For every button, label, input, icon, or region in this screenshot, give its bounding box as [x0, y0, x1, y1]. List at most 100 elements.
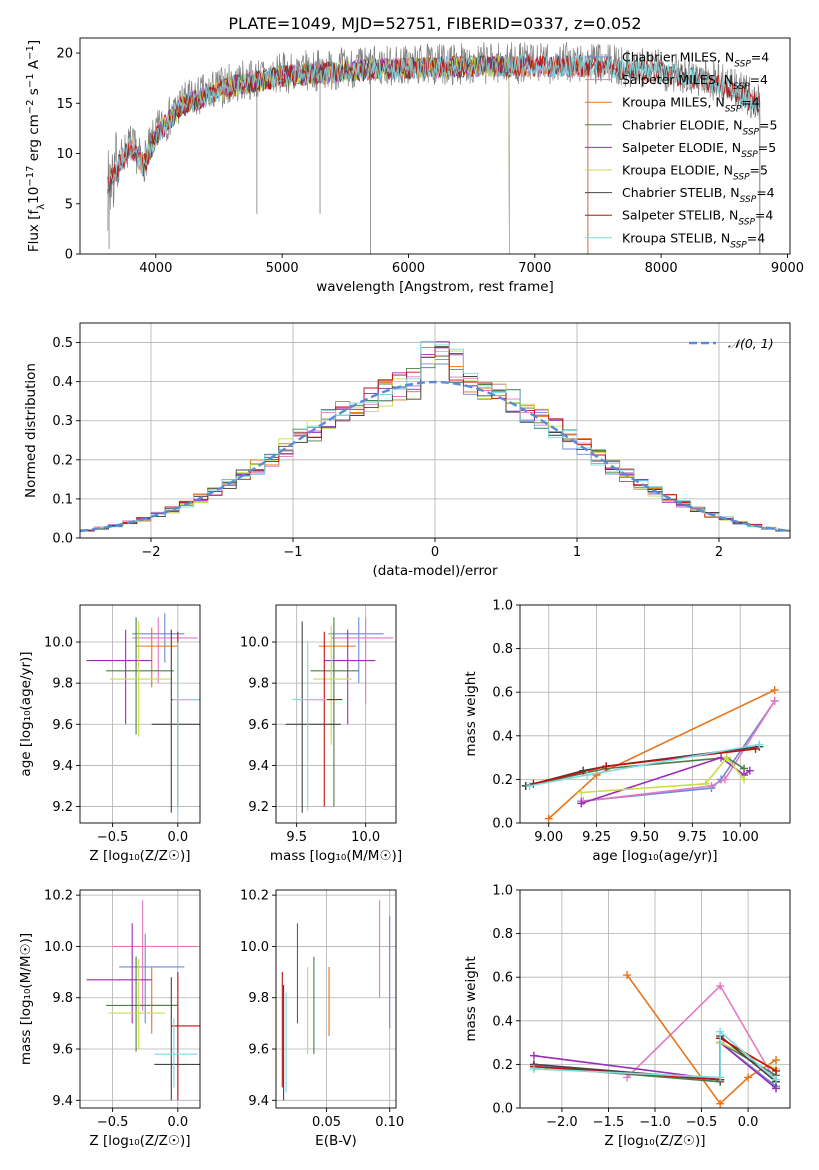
y-axis-label: mass [log₁₀(M/M☉)]	[18, 933, 34, 1065]
axes-frame	[79, 604, 201, 824]
y-tick-label: 9.2	[248, 800, 269, 815]
normal-pdf-curve	[79, 380, 791, 533]
y-axis-label-part: Flux [f	[26, 209, 42, 253]
legend-label-part: =4	[750, 72, 768, 87]
y-axis-label: mass weight	[463, 956, 479, 1041]
mass-weight-marker	[529, 1051, 538, 1060]
y-axis-label: Normed distribution	[23, 363, 39, 498]
x-tick-label: −1	[283, 545, 302, 560]
axes-frame	[519, 604, 791, 824]
axes-frame	[275, 604, 397, 824]
x-tick-label: −0.5	[686, 1115, 718, 1130]
y-tick-label: 0.3	[52, 414, 73, 429]
axes-frame	[519, 889, 791, 1109]
mass-weight-marker	[751, 744, 760, 753]
mass-weight-marker	[716, 1099, 725, 1108]
y-tick-label: 0.0	[52, 532, 73, 547]
mass-weight-line	[581, 756, 745, 794]
y-axis-label-part: −2	[25, 99, 36, 114]
mass-weight-line	[533, 1029, 777, 1081]
mass-weight-line	[581, 756, 751, 805]
plot-area	[86, 900, 200, 1101]
panel-massweight_vs_Z: −2.0 −1.5 −1.0 −0.5 0.0 0.0 0.2 0.4 0.6 0.8 1.0 Z […	[463, 884, 791, 1149]
legend-label-part: Chabrier STELIB, N	[622, 185, 740, 200]
legend-label-part: Chabrier ELODIE, N	[622, 117, 742, 132]
x-axis-label: Z [log₁₀(Z/Z☉)]	[89, 1133, 190, 1149]
x-axis-label: Z [log₁₀(Z/Z☉)]	[604, 1133, 705, 1149]
y-axis-label-part: −1	[25, 73, 36, 88]
x-tick-label: 0.05	[312, 1115, 341, 1130]
plot-area	[529, 971, 781, 1108]
plot-area	[79, 340, 791, 533]
mass-weight-marker	[722, 753, 731, 762]
plot-area	[86, 613, 200, 815]
x-axis-label: E(B-V)	[315, 1133, 357, 1149]
legend-label: Salpeter STELIB, NSSP=4	[622, 208, 773, 228]
legend-label-part: =5	[750, 163, 768, 178]
x-tick-label: 8000	[645, 261, 678, 276]
y-tick-label: 0.0	[492, 817, 513, 832]
y-tick-label: 20	[56, 47, 73, 62]
mass-weight-marker	[716, 981, 725, 990]
panel-mass_vs_EBV: 0.05 0.10 9.4 9.6 9.8 10.0 10.2 E(B-V)	[240, 889, 404, 1149]
axes-frame	[79, 37, 791, 255]
legend-label: Chabrier MILES, NSSP=4	[622, 50, 769, 70]
axes-frame	[79, 889, 201, 1109]
y-axis-label-part: 10	[26, 187, 42, 204]
residual-histogram	[80, 346, 790, 532]
y-tick-label: 0.8	[492, 927, 513, 942]
mass-weight-marker	[772, 1066, 781, 1075]
y-axis-label: mass weight	[463, 671, 479, 756]
mass-weight-marker	[623, 971, 632, 980]
y-tick-label: 9.6	[52, 718, 73, 733]
x-tick-label: 9.75	[678, 830, 707, 845]
mass-weight-marker	[745, 766, 754, 775]
x-tick-label: −0.5	[97, 1115, 129, 1130]
x-axis-label: Z [log₁₀(Z/Z☉)]	[89, 848, 190, 864]
x-tick-label: 9.5	[286, 830, 307, 845]
legend-label: 𝒩(0, 1)	[728, 336, 774, 351]
y-tick-label: 9.4	[248, 759, 269, 774]
x-tick-label: 9.25	[582, 830, 611, 845]
y-tick-label: 9.6	[52, 1043, 73, 1058]
x-tick-label: −2	[141, 545, 160, 560]
mass-weight-marker	[707, 781, 716, 790]
y-tick-label: 0.4	[492, 1014, 513, 1029]
y-tick-label: 10	[56, 147, 73, 162]
y-tick-label: 0.1	[52, 492, 73, 507]
mass-weight-marker	[577, 788, 586, 797]
y-axis-label-part: ]	[26, 40, 42, 45]
legend-label-part: =4	[751, 50, 769, 65]
y-axis-label-part: λ	[36, 204, 47, 210]
y-tick-label: 9.8	[248, 677, 269, 692]
y-tick-label: 9.4	[248, 1094, 269, 1109]
axes-frame	[79, 322, 791, 539]
x-tick-label: 0.0	[167, 830, 188, 845]
legend-label: Salpeter MILES, NSSP=4	[622, 72, 768, 92]
y-axis-label-part: −17	[25, 166, 36, 187]
mass-weight-marker	[740, 775, 749, 784]
x-axis-label: age [log₁₀(age/yr)]	[592, 848, 717, 864]
legend-label-part: SSP	[730, 240, 747, 250]
legend-label: Kroupa MILES, NSSP=4	[622, 95, 760, 115]
legend-label-part: SSP	[738, 218, 755, 228]
model-spectrum	[107, 54, 589, 254]
figure-title: PLATE=1049, MJD=52751, FIBERID=0337, z=0…	[228, 14, 641, 33]
legend-label-part: Salpeter ELODIE, N	[622, 140, 741, 155]
legend-label-part: SSP	[734, 60, 751, 70]
y-axis-label: age [log₁₀(age/yr)]	[18, 651, 34, 776]
legend-label: Salpeter ELODIE, NSSP=5	[622, 140, 776, 160]
panel-residuals: −2 −1 0 1 2 0.0 0.1 0.2 0.3 0.4 0.5 (data-model)/er…	[23, 322, 791, 579]
mass-weight-marker	[755, 740, 764, 749]
legend-label-part: Salpeter MILES, N	[622, 72, 733, 87]
legend-label-part: =4	[756, 185, 774, 200]
y-tick-label: 0	[65, 248, 73, 263]
legend-label-part: SSP	[741, 150, 758, 160]
mass-weight-marker	[716, 1073, 725, 1082]
legend-label-part: SSP	[740, 195, 757, 205]
y-tick-label: 9.8	[52, 677, 73, 692]
y-tick-label: 10.0	[44, 940, 73, 955]
y-tick-label: 0.2	[52, 453, 73, 468]
y-tick-label: 10.2	[44, 889, 73, 904]
